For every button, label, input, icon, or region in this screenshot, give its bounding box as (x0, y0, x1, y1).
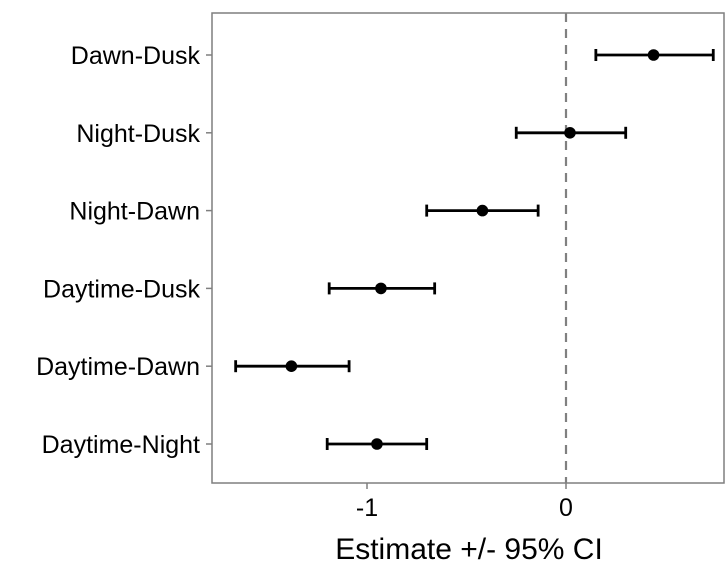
error-bar-row (425, 204, 540, 217)
y-tick-label: Daytime-Night (42, 431, 200, 459)
x-axis-title: Estimate +/- 95% CI (335, 533, 603, 566)
estimate-point (647, 49, 660, 61)
x-tick-label: -1 (356, 494, 378, 522)
y-tick-label: Daytime-Dawn (36, 353, 200, 381)
y-tick-label: Daytime-Dusk (43, 275, 200, 303)
error-bar-row (594, 49, 715, 61)
estimate-point (371, 438, 383, 450)
error-bar-row (514, 126, 628, 139)
y-tick-label: Dawn-Dusk (71, 42, 201, 70)
error-bar-row (325, 438, 429, 450)
estimate-point (476, 204, 489, 217)
error-bar-row (327, 282, 437, 295)
y-tick-label: Night-Dawn (69, 198, 200, 226)
estimate-point (285, 360, 298, 373)
x-tick-label: 0 (559, 494, 573, 522)
plot-panel (211, 12, 725, 484)
y-tick-label: Night-Dusk (76, 120, 200, 148)
error-bar-row (234, 360, 351, 373)
estimate-point (564, 127, 576, 139)
estimate-point (375, 282, 387, 295)
